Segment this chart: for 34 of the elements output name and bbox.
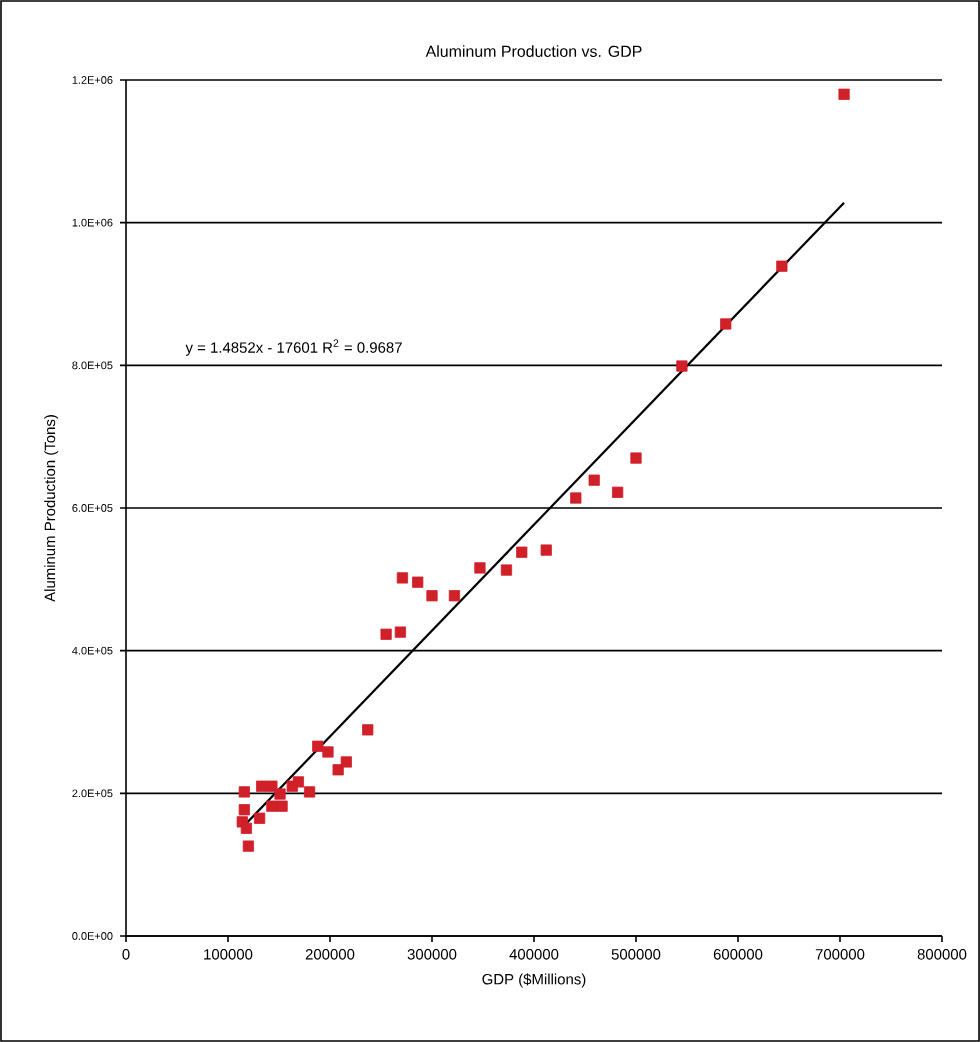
point xyxy=(394,626,406,638)
point xyxy=(500,564,513,576)
point xyxy=(612,486,624,498)
point xyxy=(238,786,250,798)
point xyxy=(266,780,278,792)
point xyxy=(380,628,392,640)
point xyxy=(474,562,486,574)
point xyxy=(570,492,582,504)
point xyxy=(292,776,304,788)
point xyxy=(838,88,850,100)
point xyxy=(776,260,788,272)
point xyxy=(412,576,424,588)
point xyxy=(630,452,642,464)
point xyxy=(516,546,528,558)
point xyxy=(340,756,352,768)
point xyxy=(426,590,438,602)
point xyxy=(266,800,278,812)
point xyxy=(720,318,732,330)
point xyxy=(242,840,254,852)
point xyxy=(676,360,688,372)
point xyxy=(304,786,316,798)
point xyxy=(396,572,409,584)
point xyxy=(312,740,324,752)
point xyxy=(238,804,250,816)
point xyxy=(254,812,266,824)
point xyxy=(240,822,252,834)
point xyxy=(540,544,552,556)
point xyxy=(256,780,268,792)
point xyxy=(322,746,334,758)
point xyxy=(362,724,374,736)
point xyxy=(274,788,286,800)
point xyxy=(276,800,288,812)
point xyxy=(448,590,461,602)
point xyxy=(588,474,600,486)
